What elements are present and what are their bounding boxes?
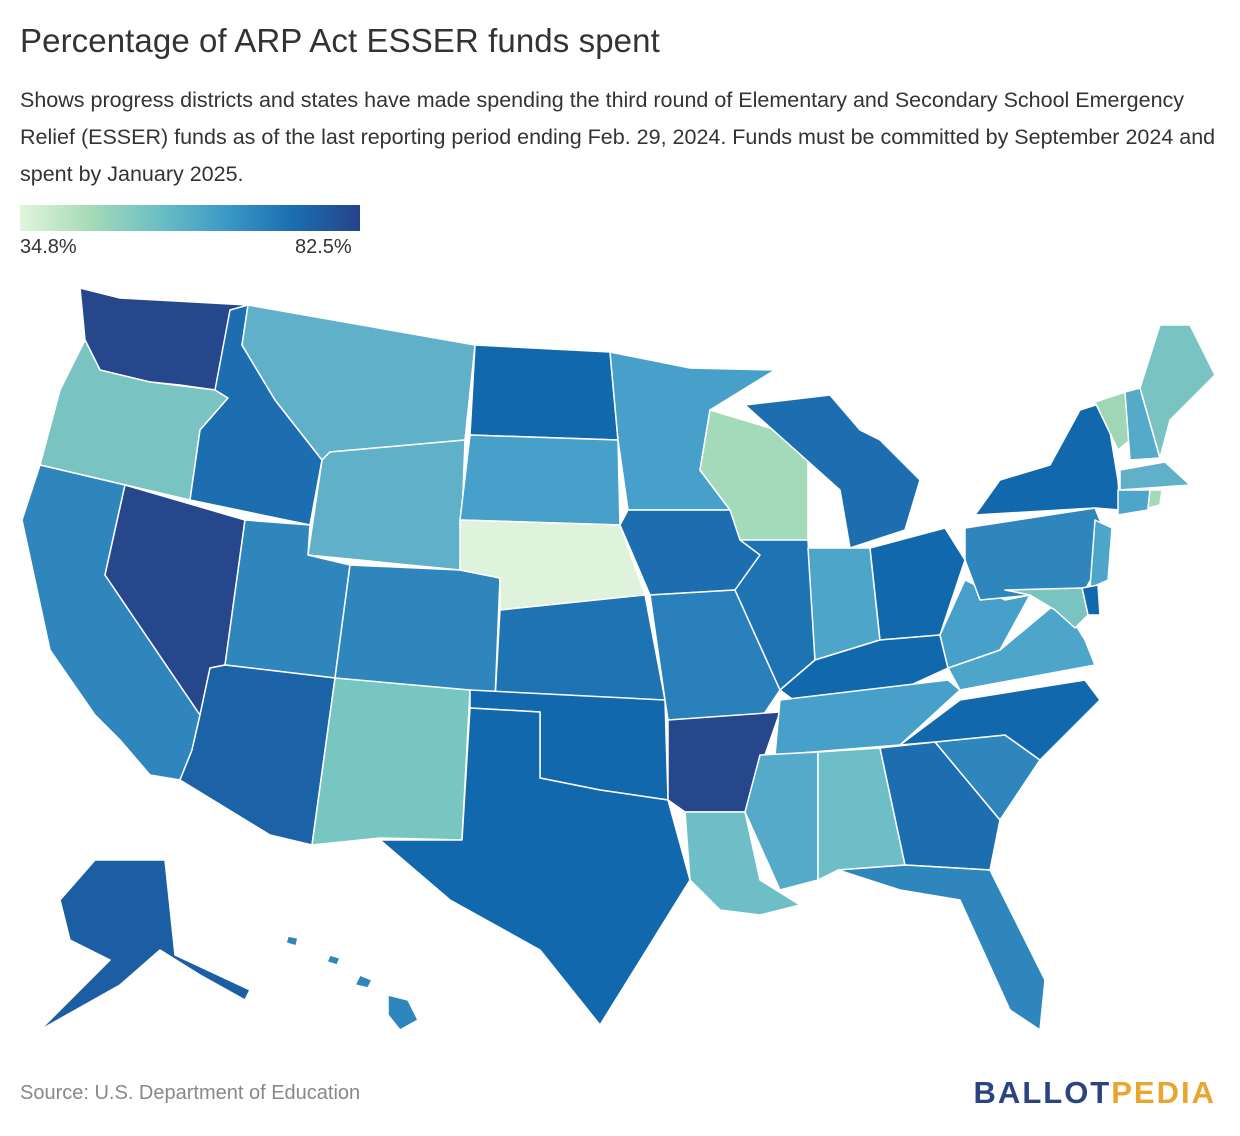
legend-max-label: 82.5% (295, 236, 352, 258)
state-KS[interactable] (494, 594, 666, 701)
state-CO[interactable] (334, 564, 501, 701)
state-RI[interactable] (1147, 489, 1163, 509)
state-FL[interactable] (837, 864, 1046, 1031)
state-AK[interactable] (39, 859, 251, 1031)
state-MD[interactable] (1004, 587, 1089, 629)
chart-subtitle: Shows progress districts and states have… (20, 88, 1216, 186)
state-HI[interactable] (285, 935, 419, 1031)
state-TX[interactable] (379, 707, 691, 1026)
state-SD[interactable] (459, 434, 621, 526)
state-WY[interactable] (307, 439, 466, 571)
state-NY[interactable] (974, 401, 1121, 516)
state-MI[interactable] (744, 394, 921, 549)
state-OH[interactable] (869, 527, 966, 641)
state-ND[interactable] (469, 344, 619, 441)
us-states-map (21, 287, 1216, 1031)
legend-color-scale (20, 205, 360, 231)
source-note: Source: U.S. Department of Education (20, 1082, 361, 1104)
chart-title: Percentage of ARP Act ESSER funds spent (20, 22, 660, 59)
state-NC[interactable] (899, 679, 1101, 761)
legend-min-label: 34.8% (20, 236, 77, 258)
state-NJ[interactable] (1089, 519, 1113, 589)
ballotpedia-logo[interactable]: BALLOTPEDIA (974, 1075, 1216, 1111)
state-WI[interactable] (699, 409, 809, 541)
logo-part-ballot: BALLOT (973, 1075, 1112, 1110)
state-CT[interactable] (1117, 489, 1151, 516)
state-MA[interactable] (1119, 461, 1191, 491)
state-KY[interactable] (779, 634, 949, 706)
state-MS[interactable] (744, 751, 819, 891)
state-LA[interactable] (684, 811, 801, 916)
state-ME[interactable] (1139, 324, 1216, 459)
state-TN[interactable] (774, 679, 961, 756)
state-NM[interactable] (311, 677, 471, 846)
logo-part-pedia: PEDIA (1111, 1075, 1216, 1110)
